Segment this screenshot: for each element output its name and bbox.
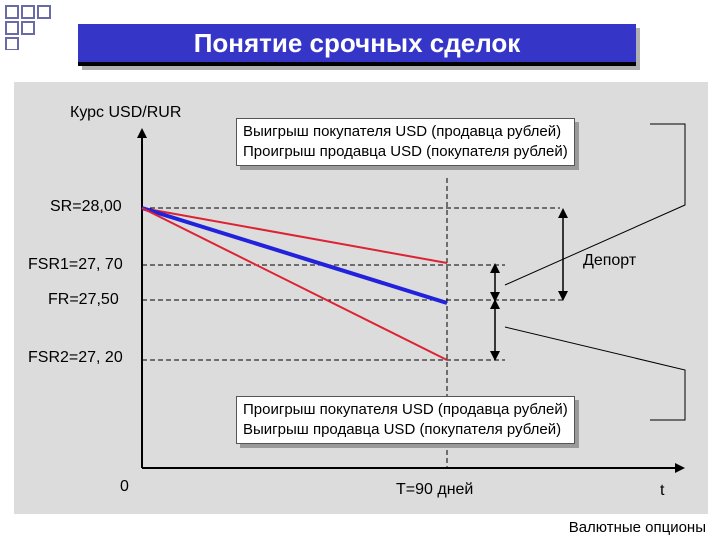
- footer-caption: Валютные опционы: [568, 519, 706, 536]
- top-gain-loss-box: Выигрыш покупателя USD (продавца рублей)…: [236, 118, 575, 166]
- bottom-box-line-1: Проигрыш покупателя USD (продавца рублей…: [243, 401, 568, 418]
- page-title: Понятие срочных сделок: [78, 24, 636, 66]
- fr-label: FR=27,50: [48, 291, 119, 308]
- top-box-line-2: Проигрыш продавца USD (покупателя рублей…: [243, 143, 568, 160]
- decorative-squares: [5, 5, 51, 50]
- maturity-label: Т=90 дней: [396, 481, 474, 498]
- lower-box-connector: [504, 326, 686, 421]
- t-axis-label: t: [660, 482, 665, 499]
- deport-label: Депорт: [583, 252, 637, 269]
- x-axis-origin-label: 0: [120, 478, 129, 495]
- fsr1-rate-line: [141, 207, 448, 264]
- sr-label: SR=28,00: [50, 198, 122, 215]
- forward-rate-line: [141, 206, 448, 305]
- fsr2-rate-line: [141, 207, 448, 361]
- upper-box-connector: [504, 123, 686, 286]
- bottom-box-line-2: Выигрыш продавца USD (покупателя рублей): [243, 421, 562, 438]
- fsr2-label: FSR2=27, 20: [28, 349, 123, 366]
- bottom-gain-loss-box: Проигрыш покупателя USD (продавца рублей…: [236, 396, 575, 444]
- y-axis-label: Курс USD/RUR: [70, 104, 182, 121]
- fsr1-label: FSR1=27, 70: [28, 256, 123, 273]
- top-box-line-1: Выигрыш покупателя USD (продавца рублей): [243, 123, 562, 140]
